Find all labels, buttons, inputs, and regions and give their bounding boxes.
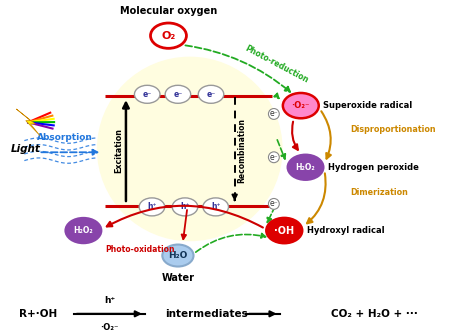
Circle shape xyxy=(266,218,302,243)
Text: e⁻: e⁻ xyxy=(173,90,182,99)
Circle shape xyxy=(65,218,101,243)
Text: Photo-reduction: Photo-reduction xyxy=(243,44,310,84)
Text: e⁻: e⁻ xyxy=(270,110,278,119)
Text: intermediates: intermediates xyxy=(165,309,247,319)
Text: Molecular oxygen: Molecular oxygen xyxy=(120,6,217,16)
Text: H₂O₂: H₂O₂ xyxy=(296,163,315,172)
Text: h⁺: h⁺ xyxy=(147,202,157,211)
Text: Superoxide radical: Superoxide radical xyxy=(323,101,413,110)
Text: H₂O₂: H₂O₂ xyxy=(73,226,93,235)
Text: Water: Water xyxy=(162,273,194,283)
Circle shape xyxy=(139,198,164,216)
Text: h⁺: h⁺ xyxy=(180,202,190,211)
Circle shape xyxy=(203,198,228,216)
Text: e⁻: e⁻ xyxy=(270,153,278,162)
Circle shape xyxy=(162,245,193,267)
Text: H₂O: H₂O xyxy=(168,251,188,260)
Circle shape xyxy=(165,85,191,103)
Text: Excitation: Excitation xyxy=(114,128,123,173)
Text: CO₂ + H₂O + ···: CO₂ + H₂O + ··· xyxy=(331,309,418,319)
Circle shape xyxy=(151,23,186,48)
Text: Photo-oxidation: Photo-oxidation xyxy=(105,245,175,254)
Text: e⁻: e⁻ xyxy=(206,90,216,99)
Text: h⁺: h⁺ xyxy=(104,296,115,305)
Text: Light: Light xyxy=(11,144,41,154)
Text: Absorption: Absorption xyxy=(37,133,93,142)
Circle shape xyxy=(283,93,319,118)
Polygon shape xyxy=(16,109,40,136)
Text: Hydrogen peroxide: Hydrogen peroxide xyxy=(328,163,419,172)
Text: ·O₂⁻: ·O₂⁻ xyxy=(100,323,118,332)
Text: e⁻: e⁻ xyxy=(143,90,152,99)
Circle shape xyxy=(135,85,160,103)
Text: Disproportionation: Disproportionation xyxy=(350,125,436,134)
Circle shape xyxy=(288,154,323,180)
Ellipse shape xyxy=(98,57,282,241)
Text: ·OH: ·OH xyxy=(274,225,294,236)
Text: Hydroxyl radical: Hydroxyl radical xyxy=(307,226,384,235)
Circle shape xyxy=(172,198,198,216)
Text: R+·OH: R+·OH xyxy=(19,309,58,319)
Circle shape xyxy=(198,85,224,103)
Text: O₂: O₂ xyxy=(161,31,175,41)
Text: h⁺: h⁺ xyxy=(211,202,220,211)
Text: Dimerization: Dimerization xyxy=(350,188,408,197)
Text: ·O₂⁻: ·O₂⁻ xyxy=(292,101,310,110)
Text: Recombination: Recombination xyxy=(237,118,246,183)
Text: e⁻: e⁻ xyxy=(270,199,278,208)
